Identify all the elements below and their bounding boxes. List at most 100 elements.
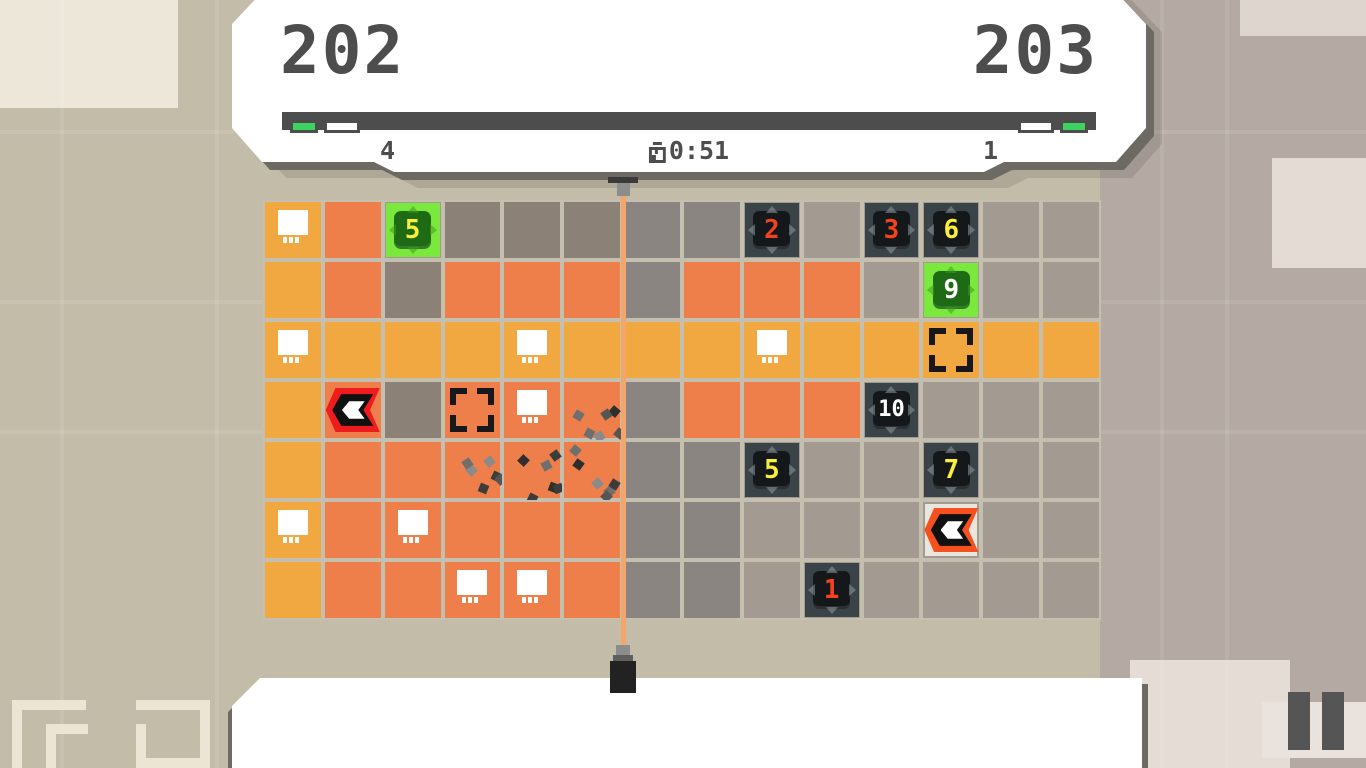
board-cell[interactable]: 9 [921,260,982,320]
board-cell[interactable] [442,200,503,260]
board-cell[interactable] [921,560,982,620]
board-cell[interactable] [921,320,982,380]
board-cell[interactable] [801,380,862,440]
board-cell[interactable]: 2 [741,200,802,260]
board-cell[interactable] [382,440,443,500]
game-board[interactable]: 5 2 3 6 9 10 5 7 1 [263,200,1101,620]
board-cell[interactable] [682,320,742,380]
board-cell[interactable] [981,500,1042,560]
board-cell[interactable] [322,380,383,440]
number-tile[interactable]: 1 [804,563,859,617]
board-cell[interactable]: 5 [382,200,443,260]
board-cell[interactable] [622,560,682,620]
board-cell[interactable] [921,380,982,440]
board-cell[interactable] [981,200,1042,260]
board-cell[interactable] [801,260,862,320]
board-cell[interactable] [322,260,383,320]
board-cell[interactable] [741,560,802,620]
number-tile[interactable]: 2 [744,203,799,257]
board-cell[interactable] [682,380,742,440]
board-cell[interactable] [442,440,507,500]
board-cell[interactable] [502,440,564,505]
board-cell[interactable] [322,200,383,260]
board-cell[interactable] [562,560,623,620]
board-cell[interactable] [682,260,742,320]
board-cell[interactable] [502,260,563,320]
board-cell[interactable] [1041,440,1101,500]
board-cell[interactable] [861,560,922,620]
board-cell[interactable] [741,500,802,560]
board-cell[interactable] [382,320,443,380]
board-cell[interactable] [263,560,323,620]
board-cell[interactable] [442,380,503,440]
board-cell[interactable] [263,260,323,320]
board-cell[interactable] [562,320,623,380]
board-cell[interactable] [382,380,443,440]
board-cell[interactable] [562,440,623,503]
board-cell[interactable] [622,260,682,320]
board-cell[interactable] [921,500,982,560]
board-cell[interactable] [682,560,742,620]
board-cell[interactable] [861,320,922,380]
board-cell[interactable] [502,320,563,380]
board-cell[interactable] [801,500,862,560]
number-tile[interactable]: 5 [744,443,799,497]
pause-button[interactable] [1288,692,1344,750]
board-cell[interactable] [382,260,443,320]
board-cell[interactable] [682,200,742,260]
board-cell[interactable] [981,320,1042,380]
board-cell[interactable] [861,500,922,560]
board-cell[interactable] [502,500,563,560]
board-cell[interactable]: 7 [921,440,982,500]
number-tile[interactable]: 5 [385,203,440,257]
board-cell[interactable] [741,320,802,380]
board-cell[interactable] [382,500,443,560]
board-cell[interactable] [562,200,623,260]
board-cell[interactable] [263,200,323,260]
board-cell[interactable] [1041,380,1101,440]
board-cell[interactable] [622,440,682,500]
board-cell[interactable] [442,500,503,560]
number-tile[interactable]: 3 [864,203,919,257]
board-cell[interactable] [682,440,742,500]
board-cell[interactable] [322,440,383,500]
number-tile[interactable]: 10 [864,383,919,437]
board-cell[interactable] [981,560,1042,620]
board-cell[interactable] [1041,560,1101,620]
board-cell[interactable] [861,440,922,500]
board-cell[interactable] [622,500,682,560]
board-cell[interactable] [442,260,503,320]
board-cell[interactable] [502,560,563,620]
board-cell[interactable] [981,380,1042,440]
board-cell[interactable] [263,320,323,380]
board-cell[interactable] [382,560,443,620]
board-cell[interactable] [1041,260,1101,320]
board-cell[interactable] [442,320,503,380]
board-cell[interactable] [562,500,623,560]
board-cell[interactable] [741,380,802,440]
board-cell[interactable] [1041,500,1101,560]
board-cell[interactable] [682,500,742,560]
board-cell[interactable] [622,380,682,440]
board-cell[interactable] [981,440,1042,500]
board-cell[interactable] [801,320,862,380]
number-tile[interactable]: 7 [924,443,979,497]
board-cell[interactable]: 1 [801,560,862,620]
board-cell[interactable] [981,260,1042,320]
board-cell[interactable] [562,260,623,320]
board-cell[interactable] [502,200,563,260]
board-cell[interactable] [263,380,323,440]
board-cell[interactable] [801,440,862,500]
board-cell[interactable] [322,500,383,560]
board-cell[interactable] [622,320,682,380]
board-cell[interactable] [322,320,383,380]
board-cell[interactable]: 6 [921,200,982,260]
board-cell[interactable] [263,440,323,500]
board-cell[interactable] [502,380,563,440]
number-tile[interactable]: 6 [924,203,979,257]
board-cell[interactable] [1041,320,1101,380]
board-cell[interactable] [622,200,682,260]
number-tile[interactable]: 9 [924,263,979,317]
board-cell[interactable] [1041,200,1101,260]
board-cell[interactable]: 5 [741,440,802,500]
